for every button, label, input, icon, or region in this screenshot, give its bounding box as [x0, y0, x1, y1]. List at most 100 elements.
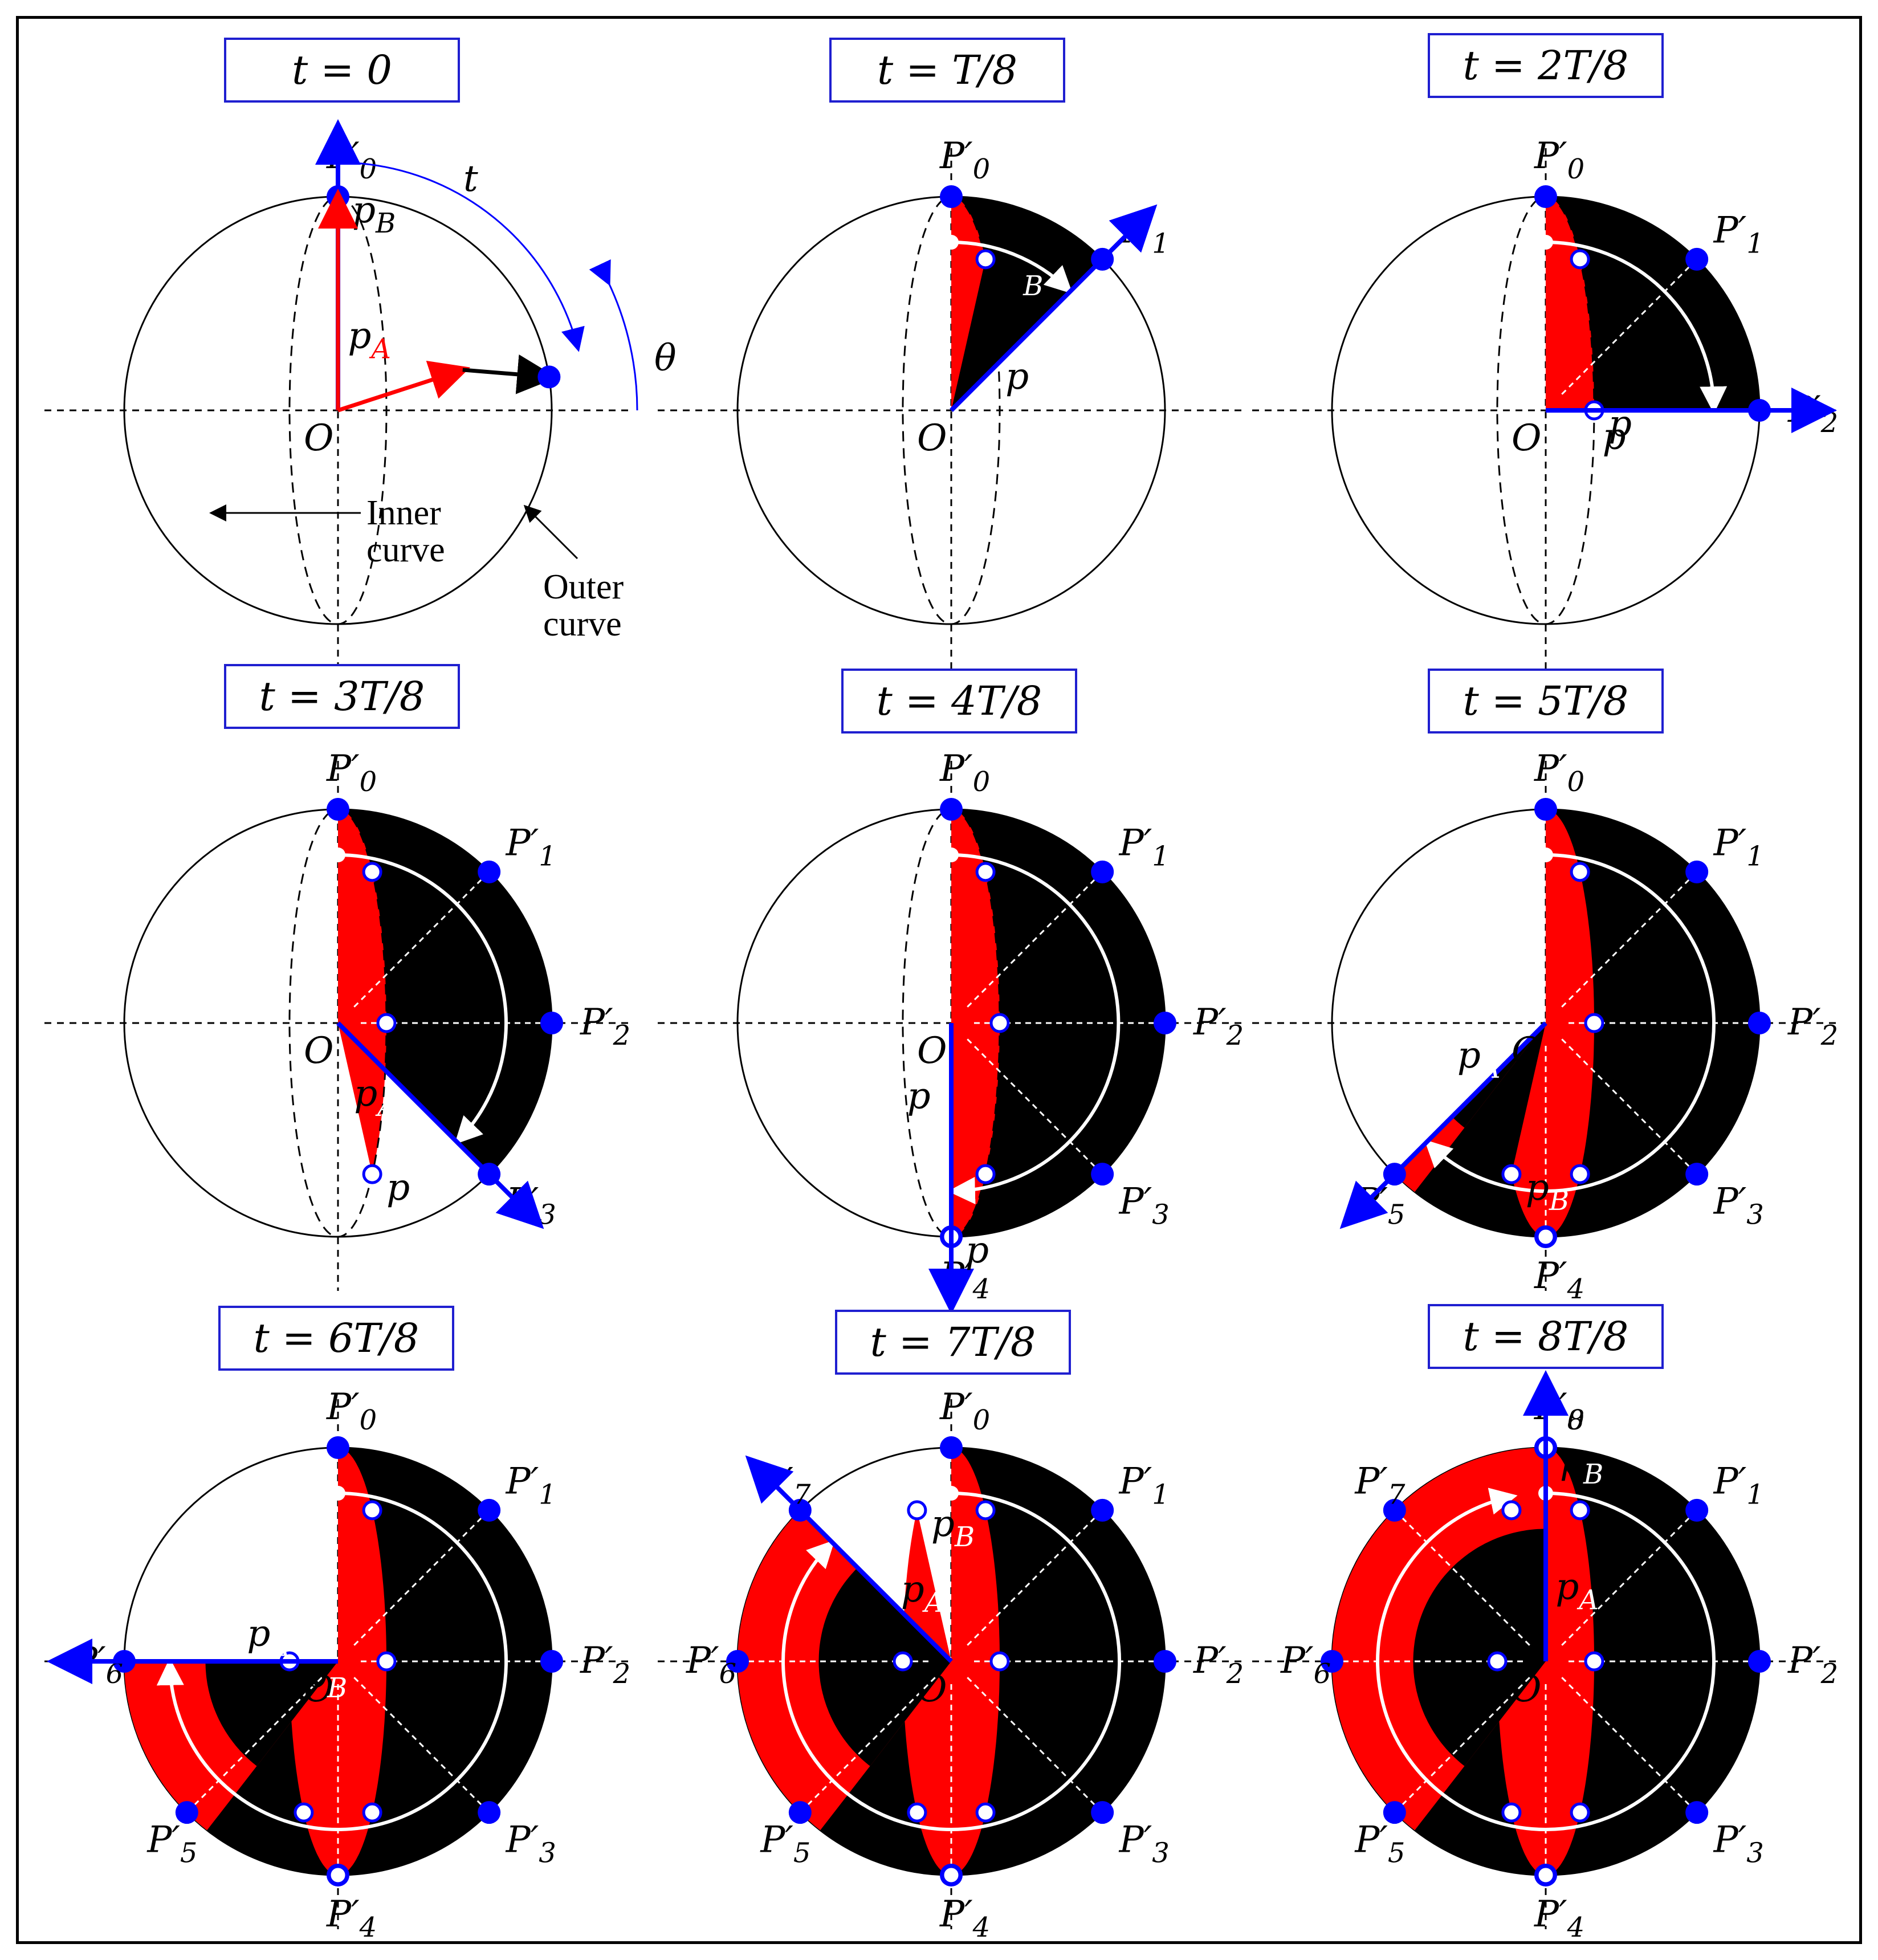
- outer-point-P0: [940, 798, 963, 821]
- pA-label: pA: [901, 1568, 944, 1619]
- outer-point-label-P0: P′0: [326, 1386, 377, 1436]
- outer-point-label-P3: P′3: [1713, 1181, 1764, 1231]
- inner-curve: [288, 808, 388, 1238]
- point-Pi: [537, 365, 561, 389]
- outer-point-label-P2: P′2: [1787, 389, 1838, 439]
- swept-region-black-inner: [1413, 1529, 1546, 1766]
- origin-label: O: [304, 1030, 333, 1072]
- outer-point-label-P0: P′0: [1534, 748, 1584, 798]
- panel-title: t = 8T/8: [1463, 1313, 1629, 1360]
- inner-point-pB1: [362, 1500, 382, 1521]
- outer-point-label-P1: P′1: [1713, 822, 1764, 872]
- outer-point-P1: [1091, 1498, 1114, 1522]
- swept-region-black: [338, 809, 552, 1175]
- inner-curve-label-line2: curve: [366, 531, 445, 569]
- outer-point-label-P8: P′8: [1534, 1386, 1584, 1436]
- outer-point-P0: [940, 1436, 963, 1459]
- time-label: t: [372, 1454, 387, 1497]
- panel-title-box: [1428, 669, 1664, 734]
- inner-curve: [902, 195, 1001, 625]
- time-label: t: [372, 816, 387, 858]
- time-arc: [337, 853, 508, 1145]
- time-arc: [1545, 241, 1728, 414]
- pA-label: pA: [1005, 356, 1049, 406]
- outer-point-P0: [940, 185, 963, 208]
- outer-point-label-P3: P′3: [1713, 1819, 1764, 1869]
- pB-label: pB: [1608, 403, 1652, 453]
- origin-label: O: [304, 417, 333, 459]
- outer-point-P2: [1748, 1650, 1771, 1673]
- pB-label: pB: [931, 1503, 975, 1553]
- outer-point-label-P1: P′1: [1119, 822, 1170, 872]
- inner-point-pB2: [1584, 1651, 1604, 1672]
- inner-point-pB6: [893, 1651, 913, 1672]
- outer-point-P0: [1534, 185, 1557, 208]
- pA-label: pA: [348, 315, 391, 365]
- origin-label: O: [917, 1668, 947, 1710]
- inner-point-pB3: [975, 1164, 996, 1184]
- pA-label: pA: [1555, 1566, 1599, 1616]
- direction-vector: [745, 1455, 953, 1663]
- outer-point-label-P1: P′1: [506, 822, 556, 872]
- outer-curve-pointer: [523, 504, 579, 560]
- inner-point-pB5: [1501, 1164, 1522, 1184]
- panel-title: t = 6T/8: [254, 1315, 419, 1362]
- panel-title-box: [224, 664, 460, 729]
- outer-point-label-P4: P′4: [326, 1893, 377, 1943]
- outer-point-label-P2: P′2: [1193, 1640, 1244, 1690]
- outer-point-label-P1: P′1: [1713, 1460, 1764, 1510]
- panel-title: t = 5T/8: [1463, 678, 1629, 724]
- pA-label: pA: [1603, 415, 1646, 466]
- outer-point-P7: [1383, 1498, 1406, 1522]
- time-arc: [951, 241, 1073, 294]
- outer-point-P0: [327, 1436, 349, 1459]
- pA-label: pA: [247, 1613, 290, 1663]
- outer-point-label-P4: P′4: [1534, 1893, 1584, 1943]
- outer-point-P2: [540, 1012, 563, 1034]
- outer-point-P3: [1091, 1801, 1114, 1824]
- outer-point-label-P7: P′7: [1354, 1460, 1406, 1510]
- inner-point-pB1: [1570, 862, 1590, 882]
- panel-title: t = 3T/8: [259, 673, 425, 720]
- pA-label: pA: [354, 1073, 397, 1123]
- inner-curve: [288, 195, 388, 625]
- panel-6: t = 6T/8 t P′0 P′1 P′2 P′3 P′4 P′5 P′6 OpA pB: [44, 1306, 632, 1943]
- theta-arrow: [589, 259, 638, 411]
- inner-point-pB4: [328, 1865, 348, 1885]
- origin-label: O: [1512, 417, 1541, 459]
- outer-point-label-P5: P′5: [760, 1819, 810, 1869]
- direction-vector: [1339, 1021, 1547, 1229]
- outer-point-P3: [1685, 1163, 1709, 1186]
- outer-point-label-P4: P′4: [939, 1893, 990, 1943]
- inner-point-pB3: [1570, 1802, 1590, 1823]
- origin-label: O: [917, 417, 947, 459]
- panel-title-box: [1428, 33, 1664, 98]
- swept-region-red: [1511, 809, 1594, 1237]
- swept-region-red: [338, 809, 386, 1175]
- outer-point-P3: [1685, 1801, 1709, 1824]
- origin-label: O: [917, 1030, 947, 1072]
- inner-point-pB4: [1535, 1226, 1556, 1247]
- outer-point-P5: [175, 1801, 198, 1824]
- outer-point-P5: [788, 1801, 812, 1824]
- outer-point-label-P1: P′1: [1119, 1460, 1170, 1510]
- time-label: t: [1580, 816, 1595, 858]
- inner-curve-label-line1: Inner: [366, 494, 441, 532]
- pB-label: pB: [1560, 1440, 1603, 1490]
- panel-title: t = T/8: [877, 47, 1017, 93]
- inner-point-pB3: [362, 1802, 382, 1823]
- direction-vector: [950, 204, 1158, 412]
- inner-point-pB7: [907, 1500, 927, 1521]
- outer-point-label-P2: P′2: [1787, 1640, 1838, 1690]
- pB-label: pB: [304, 1654, 347, 1704]
- outer-point-label-P7: P′7: [760, 1460, 811, 1510]
- outer-point-label-P3: P′3: [1119, 1819, 1170, 1869]
- outer-point-P1: [1685, 247, 1709, 271]
- outer-point-label-P4: P′4: [1534, 1255, 1584, 1305]
- outer-point-label-P2: P′2: [580, 1001, 630, 1052]
- outer-point-label-P0: P′0: [326, 135, 377, 185]
- panel-title: t = 7T/8: [870, 1319, 1036, 1366]
